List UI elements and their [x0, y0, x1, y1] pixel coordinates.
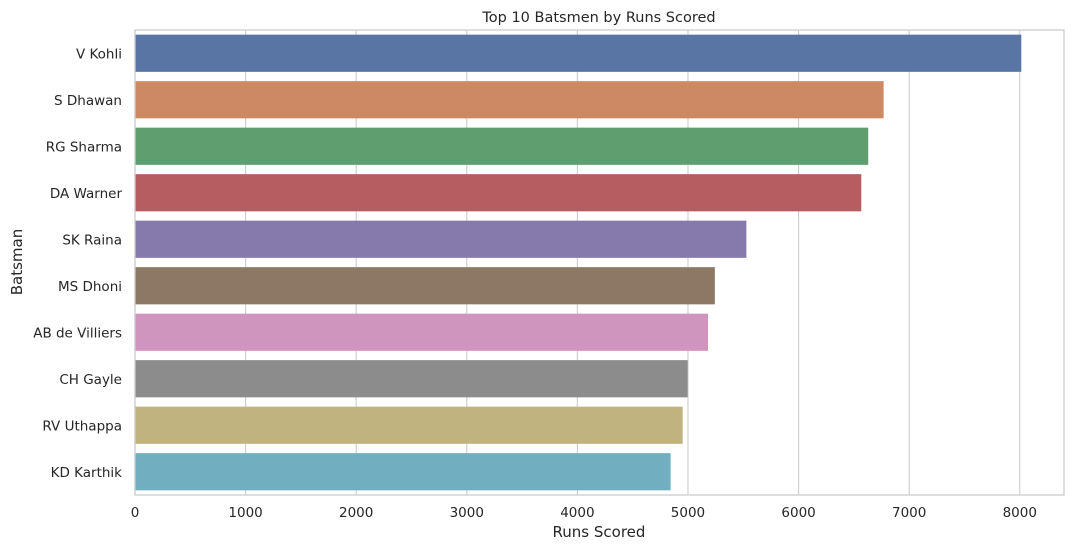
bar: [135, 127, 869, 165]
bar: [135, 81, 884, 119]
y-tick-label: RV Uthappa: [42, 418, 122, 434]
x-axis-label: Runs Scored: [553, 523, 646, 541]
bar: [135, 406, 683, 444]
bar: [135, 313, 708, 351]
y-tick-label: RG Sharma: [46, 139, 122, 155]
x-tick-label: 7000: [892, 505, 926, 521]
y-tick-label: V Kohli: [76, 46, 122, 62]
bar: [135, 34, 1022, 72]
y-tick-label: S Dhawan: [54, 93, 122, 109]
y-tick-label: AB de Villiers: [33, 325, 122, 341]
bar: [135, 174, 862, 212]
x-tick-label: 3000: [450, 505, 484, 521]
plot-frame: [134, 29, 1065, 496]
chart-title: Top 10 Batsmen by Runs Scored: [481, 10, 715, 26]
bars: [135, 34, 1022, 491]
x-tick-label: 1000: [228, 505, 262, 521]
x-tick-label: 5000: [671, 505, 705, 521]
x-tick-label: 4000: [560, 505, 594, 521]
x-tick-label: 2000: [339, 505, 373, 521]
y-tick-label: CH Gayle: [59, 372, 122, 388]
y-tick-label: MS Dhoni: [58, 279, 122, 295]
y-axis-label: Batsman: [8, 229, 26, 296]
y-tick-labels: V Kohli S Dhawan RG Sharma DA Warner SK Rain…: [33, 46, 122, 481]
bar: [135, 267, 715, 305]
x-tick-labels: 0 1000 2000 3000 4000 5000 6000 7000 8000: [131, 505, 1037, 521]
y-tick-label: DA Warner: [50, 186, 123, 202]
y-tick-label: SK Raina: [62, 232, 122, 248]
x-tick-label: 8000: [1003, 505, 1037, 521]
bar: [135, 453, 671, 491]
y-tick-label: KD Karthik: [51, 465, 123, 481]
bar: [135, 360, 688, 398]
bar: [135, 220, 747, 258]
x-tick-label: 6000: [781, 505, 815, 521]
x-tick-label: 0: [131, 505, 140, 521]
